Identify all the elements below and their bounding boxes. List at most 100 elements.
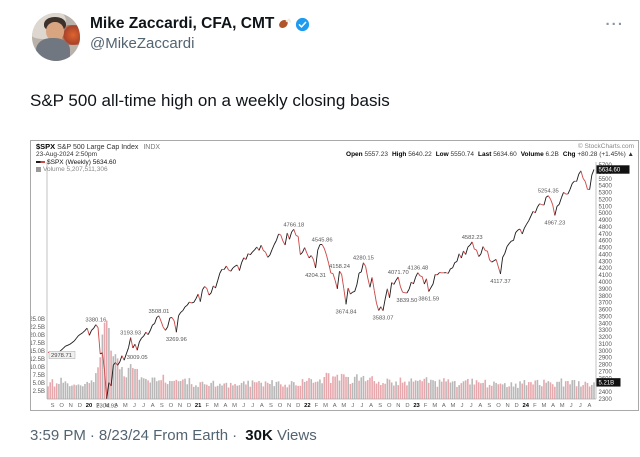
svg-text:3269.96: 3269.96	[166, 337, 187, 343]
quote-high: High 5640.22	[391, 150, 432, 158]
chart-svg: 2300240026002700280029003000310032003300…	[31, 162, 630, 410]
svg-text:4766.18: 4766.18	[283, 222, 304, 228]
svg-text:O: O	[278, 403, 283, 409]
svg-text:N: N	[69, 403, 73, 409]
svg-text:S: S	[160, 403, 164, 409]
svg-text:S: S	[487, 403, 491, 409]
quote-open: Open 5557.23	[346, 150, 388, 158]
svg-text:4967.23: 4967.23	[544, 220, 565, 226]
last-price-label: 5634.60	[596, 165, 630, 174]
svg-text:20: 20	[86, 403, 92, 409]
chart-datetime: 23-Aug-2024 2:50pm	[36, 150, 98, 158]
display-name[interactable]: Mike Zaccardi, CFA, CMT	[90, 15, 275, 32]
svg-text:D: D	[515, 403, 519, 409]
svg-text:A: A	[151, 403, 155, 409]
stockcharts-credit: © StockCharts.com	[577, 143, 634, 150]
svg-text:3700: 3700	[599, 301, 613, 307]
svg-text:20.0B: 20.0B	[31, 333, 45, 339]
svg-text:N: N	[505, 403, 509, 409]
svg-text:J: J	[461, 403, 464, 409]
svg-text:4300: 4300	[599, 259, 613, 265]
svg-text:N: N	[178, 403, 182, 409]
price-legend-label: $SPX (Weekly) 5634.60	[47, 158, 117, 166]
svg-text:4204.31: 4204.31	[305, 273, 326, 279]
svg-text:A: A	[442, 403, 446, 409]
svg-text:M: M	[123, 403, 128, 409]
svg-text:4200: 4200	[599, 266, 613, 272]
views-count[interactable]: 30K	[245, 427, 273, 444]
avatar-fireplace	[60, 25, 80, 45]
svg-text:3100: 3100	[599, 342, 613, 348]
svg-text:2.5B: 2.5B	[33, 389, 45, 395]
svg-text:M: M	[214, 403, 219, 409]
svg-text:5.0B: 5.0B	[33, 381, 45, 387]
svg-text:5200: 5200	[599, 197, 613, 203]
quote-last: Last 5634.60	[478, 150, 517, 158]
svg-text:5300: 5300	[599, 191, 613, 197]
user-block: Mike Zaccardi, CFA, CMT @MikeZaccardi	[90, 15, 310, 52]
more-options-icon[interactable]: ...	[605, 12, 624, 29]
svg-text:3674.84: 3674.84	[336, 309, 358, 315]
avatar-torso	[36, 38, 70, 61]
svg-text:3200: 3200	[599, 335, 613, 341]
svg-text:D: D	[405, 403, 409, 409]
volume-bars	[47, 320, 595, 399]
quote-low: Low 5550.74	[435, 150, 475, 158]
svg-text:M: M	[341, 403, 346, 409]
svg-text:F: F	[96, 403, 100, 409]
svg-text:22: 22	[304, 403, 310, 409]
svg-text:O: O	[387, 403, 392, 409]
svg-text:17.5B: 17.5B	[31, 341, 45, 347]
svg-text:J: J	[360, 403, 363, 409]
svg-text:23: 23	[413, 403, 420, 409]
svg-text:M: M	[323, 403, 328, 409]
svg-text:4545.86: 4545.86	[312, 237, 333, 243]
svg-text:F: F	[205, 403, 209, 409]
views-label: Views	[276, 427, 317, 444]
date: 8/23/24	[98, 427, 149, 444]
svg-text:2300: 2300	[599, 397, 613, 403]
chart-exchange: INDX	[143, 144, 161, 151]
svg-text:5100: 5100	[599, 204, 613, 210]
svg-text:M: M	[432, 403, 437, 409]
svg-text:S: S	[269, 403, 273, 409]
svg-text:M: M	[232, 403, 237, 409]
verified-badge-icon	[296, 17, 310, 31]
svg-text:J: J	[133, 403, 136, 409]
meat-emoji-icon	[279, 18, 292, 28]
svg-text:J: J	[579, 403, 582, 409]
volume-axis-labels: 25.0B 22.5B 20.0B 17.5B 15.0B 12.5B 10.0B 7.5B 5…	[31, 317, 45, 395]
svg-text:D: D	[296, 403, 300, 409]
svg-text:3000: 3000	[599, 349, 613, 355]
svg-text:3500: 3500	[599, 314, 613, 320]
svg-text:D: D	[187, 403, 191, 409]
svg-text:12.5B: 12.5B	[31, 357, 45, 363]
svg-text:F: F	[533, 403, 537, 409]
avatar-face	[46, 22, 64, 41]
svg-text:A: A	[369, 403, 373, 409]
svg-text:10.0B: 10.0B	[31, 365, 45, 371]
svg-text:A: A	[551, 403, 555, 409]
svg-text:M: M	[560, 403, 565, 409]
svg-text:4117.37: 4117.37	[490, 279, 511, 285]
price-line	[47, 169, 595, 399]
svg-text:O: O	[59, 403, 64, 409]
volume-bar-glyph	[36, 166, 41, 172]
svg-text:A: A	[224, 403, 228, 409]
svg-text:3861.59: 3861.59	[418, 297, 439, 303]
svg-text:3380.16: 3380.16	[85, 318, 106, 324]
avatar[interactable]	[32, 13, 80, 61]
chart-image[interactable]: 2300240026002700280029003000310032003300…	[30, 140, 639, 411]
svg-text:J: J	[351, 403, 354, 409]
svg-text:4000: 4000	[599, 280, 613, 286]
chart-title-row: $SPX S&P 500 Large Cap Index INDX	[36, 142, 160, 151]
svg-text:S: S	[378, 403, 382, 409]
svg-text:4158.24: 4158.24	[329, 264, 351, 270]
svg-text:4600: 4600	[599, 239, 613, 245]
svg-text:22.5B: 22.5B	[31, 325, 45, 331]
quote-summary: Open 5557.23 High 5640.22 Low 5550.74 Last …	[342, 151, 634, 158]
svg-text:3508.01: 3508.01	[148, 309, 169, 315]
user-handle[interactable]: @MikeZaccardi	[90, 35, 195, 52]
location: From Earth	[153, 427, 229, 444]
svg-text:2800: 2800	[599, 363, 613, 369]
